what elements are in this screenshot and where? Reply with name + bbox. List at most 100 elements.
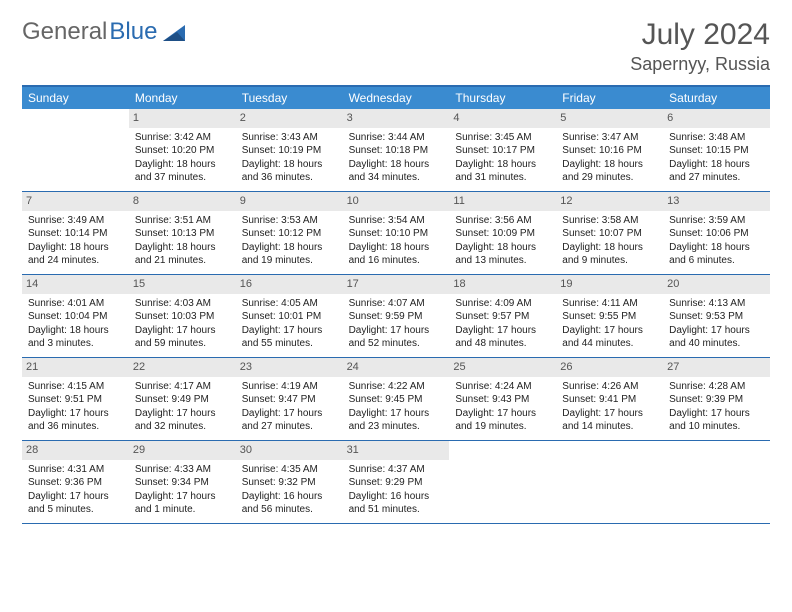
week-row: 1Sunrise: 3:42 AMSunset: 10:20 PMDayligh… <box>22 109 770 192</box>
day-info-line: Sunrise: 3:47 AM <box>562 131 657 145</box>
day-cell: 14Sunrise: 4:01 AMSunset: 10:04 PMDaylig… <box>22 275 129 357</box>
day-info-line: and 14 minutes. <box>562 420 657 434</box>
day-info-line: Sunrise: 4:15 AM <box>28 380 123 394</box>
day-info-line: Daylight: 18 hours <box>562 241 657 255</box>
day-info-line: and 34 minutes. <box>349 171 444 185</box>
day-info-line: Sunset: 10:17 PM <box>455 144 550 158</box>
day-info-line: Sunrise: 4:13 AM <box>669 297 764 311</box>
day-info-line: and 19 minutes. <box>455 420 550 434</box>
day-info-line: Daylight: 17 hours <box>242 324 337 338</box>
day-cell: 20Sunrise: 4:13 AMSunset: 9:53 PMDayligh… <box>663 275 770 357</box>
day-number: 8 <box>129 192 236 211</box>
day-cell: 1Sunrise: 3:42 AMSunset: 10:20 PMDayligh… <box>129 109 236 191</box>
day-number: 5 <box>556 109 663 128</box>
day-info-line: Sunrise: 4:33 AM <box>135 463 230 477</box>
day-info-line: Sunrise: 4:24 AM <box>455 380 550 394</box>
day-number: 7 <box>22 192 129 211</box>
day-info-line: Sunset: 9:41 PM <box>562 393 657 407</box>
day-info-line: Daylight: 18 hours <box>455 158 550 172</box>
day-cell: 25Sunrise: 4:24 AMSunset: 9:43 PMDayligh… <box>449 358 556 440</box>
day-info-line: Daylight: 17 hours <box>242 407 337 421</box>
day-info-line: Daylight: 18 hours <box>135 241 230 255</box>
day-number: 16 <box>236 275 343 294</box>
day-info-line: and 31 minutes. <box>455 171 550 185</box>
day-number: 19 <box>556 275 663 294</box>
day-info-line: and 9 minutes. <box>562 254 657 268</box>
day-number: 22 <box>129 358 236 377</box>
day-info-line: Sunset: 9:32 PM <box>242 476 337 490</box>
day-info-line: Sunset: 9:47 PM <box>242 393 337 407</box>
calendar: SundayMondayTuesdayWednesdayThursdayFrid… <box>22 85 770 524</box>
day-info-line: Sunset: 10:16 PM <box>562 144 657 158</box>
day-number: 31 <box>343 441 450 460</box>
day-cell: 4 Sunrise: 3:45 AMSunset: 10:17 PMDayligh… <box>449 109 556 191</box>
day-cell: 3Sunrise: 3:44 AMSunset: 10:18 PMDayligh… <box>343 109 450 191</box>
day-number: 18 <box>449 275 556 294</box>
day-info-line: Sunrise: 4:09 AM <box>455 297 550 311</box>
day-cell: 29 Sunrise: 4:33 AMSunset: 9:34 PMDayligh… <box>129 441 236 523</box>
day-cell <box>556 441 663 523</box>
day-info-line: Sunrise: 4:19 AM <box>242 380 337 394</box>
day-number: 29 <box>129 441 236 460</box>
weekday-header: Sunday <box>22 87 129 109</box>
logo-text-general: General <box>22 18 107 46</box>
day-number: 27 <box>663 358 770 377</box>
day-cell: 16Sunrise: 4:05 AMSunset: 10:01 PMDaylig… <box>236 275 343 357</box>
weekday-header: Monday <box>129 87 236 109</box>
day-cell: 23Sunrise: 4:19 AMSunset: 9:47 PMDayligh… <box>236 358 343 440</box>
day-info-line: Sunset: 10:13 PM <box>135 227 230 241</box>
day-cell: 19Sunrise: 4:11 AMSunset: 9:55 PMDayligh… <box>556 275 663 357</box>
day-info-line: Daylight: 18 hours <box>349 158 444 172</box>
day-info-line: Sunset: 10:07 PM <box>562 227 657 241</box>
day-info-line: Sunrise: 3:54 AM <box>349 214 444 228</box>
day-info-line: Daylight: 18 hours <box>28 324 123 338</box>
day-info-line: Daylight: 18 hours <box>242 158 337 172</box>
day-info-line: Sunset: 10:19 PM <box>242 144 337 158</box>
day-number: 17 <box>343 275 450 294</box>
day-cell: 8Sunrise: 3:51 AMSunset: 10:13 PMDayligh… <box>129 192 236 274</box>
day-info-line: and 44 minutes. <box>562 337 657 351</box>
day-info-line: Daylight: 18 hours <box>669 158 764 172</box>
day-info-line: Sunrise: 3:42 AM <box>135 131 230 145</box>
day-number: 28 <box>22 441 129 460</box>
day-info-line: and 24 minutes. <box>28 254 123 268</box>
day-info-line: Sunset: 9:53 PM <box>669 310 764 324</box>
day-number: 2 <box>236 109 343 128</box>
day-info-line: and 55 minutes. <box>242 337 337 351</box>
day-info-line: Sunset: 9:59 PM <box>349 310 444 324</box>
weekday-header: Friday <box>556 87 663 109</box>
day-info-line: Sunset: 9:36 PM <box>28 476 123 490</box>
day-info-line: Daylight: 17 hours <box>455 407 550 421</box>
day-info-line: Sunrise: 4:37 AM <box>349 463 444 477</box>
day-info-line: Sunrise: 3:45 AM <box>455 131 550 145</box>
day-info-line: Sunrise: 4:05 AM <box>242 297 337 311</box>
day-cell: 15Sunrise: 4:03 AMSunset: 10:03 PMDaylig… <box>129 275 236 357</box>
day-number: 11 <box>449 192 556 211</box>
day-info-line: Daylight: 17 hours <box>135 490 230 504</box>
day-number: 25 <box>449 358 556 377</box>
day-info-line: and 3 minutes. <box>28 337 123 351</box>
month-title: July 2024 <box>630 18 770 52</box>
day-info-line: Sunset: 9:51 PM <box>28 393 123 407</box>
day-info-line: Sunrise: 4:11 AM <box>562 297 657 311</box>
day-cell: 22Sunrise: 4:17 AMSunset: 9:49 PMDayligh… <box>129 358 236 440</box>
weekday-header: Tuesday <box>236 87 343 109</box>
day-info-line: Sunrise: 3:56 AM <box>455 214 550 228</box>
day-info-line: and 1 minute. <box>135 503 230 517</box>
day-info-line: Sunset: 9:29 PM <box>349 476 444 490</box>
day-info-line: Sunset: 10:18 PM <box>349 144 444 158</box>
day-info-line: and 10 minutes. <box>669 420 764 434</box>
day-info-line: and 23 minutes. <box>349 420 444 434</box>
week-row: 28Sunrise: 4:31 AMSunset: 9:36 PMDayligh… <box>22 441 770 524</box>
day-info-line: Daylight: 17 hours <box>349 324 444 338</box>
day-cell: 13Sunrise: 3:59 AMSunset: 10:06 PMDaylig… <box>663 192 770 274</box>
day-info-line: Daylight: 17 hours <box>669 324 764 338</box>
day-info-line: Sunset: 9:34 PM <box>135 476 230 490</box>
day-info-line: Daylight: 17 hours <box>669 407 764 421</box>
day-number: 4 <box>449 109 556 128</box>
logo-triangle-icon <box>163 23 189 41</box>
weekday-header: Thursday <box>449 87 556 109</box>
day-info-line: and 27 minutes. <box>242 420 337 434</box>
day-info-line: Sunrise: 4:03 AM <box>135 297 230 311</box>
day-cell: 18Sunrise: 4:09 AMSunset: 9:57 PMDayligh… <box>449 275 556 357</box>
